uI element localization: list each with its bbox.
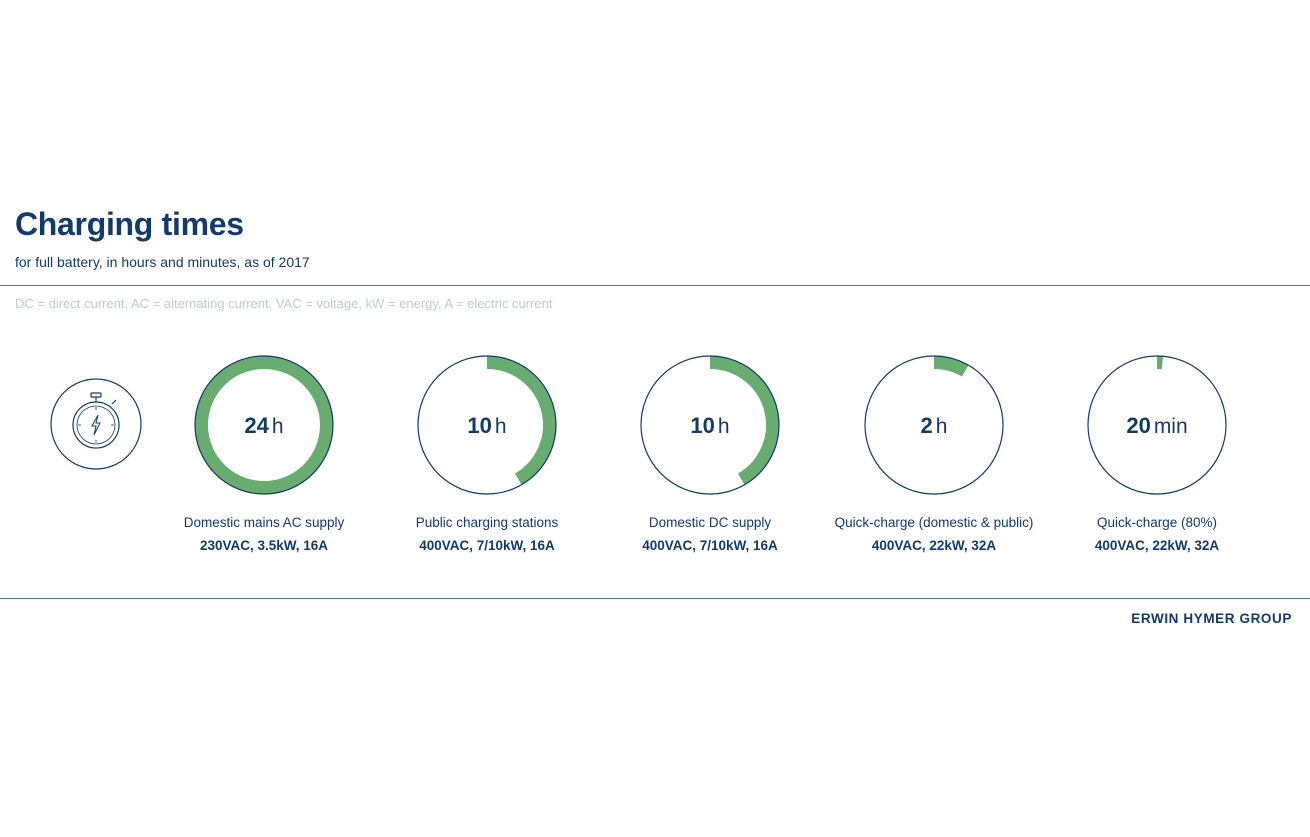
value-unit: h [718,415,730,438]
option-spec: 400VAC, 7/10kW, 16A [642,538,778,553]
charging-option-label: Public charging stations 400VAC, 7/10kW, … [357,514,617,555]
ring-arc [709,356,779,485]
ring-value-label: 24 h [244,413,283,438]
abbreviation-note: DC = direct current, AC = alternating cu… [15,296,553,311]
ring-value-label: 20 min [1126,413,1187,438]
value-number: 10 [467,413,491,438]
ring-value-label: 10 h [467,413,506,438]
charging-option-label: Quick-charge (80%) 400VAC, 22kW, 32A [1027,514,1287,555]
charging-option-label: Domestic DC supply 400VAC, 7/10kW, 16A [580,514,840,555]
option-name: Quick-charge (80%) [1096,515,1218,530]
ring-outline [1087,355,1227,495]
page-subtitle: for full battery, in hours and minutes, … [15,254,310,270]
bottom-divider [0,598,1310,599]
ring-arc [486,356,556,485]
ring-2: 10 h [417,355,557,495]
option-name: Domestic DC supply [648,515,772,530]
option-name: Domestic mains AC supply [183,515,345,530]
ring-arc [195,356,333,494]
ring-3: 10 h [640,355,780,495]
option-spec: 400VAC, 22kW, 32A [1094,538,1220,553]
option-spec: 400VAC, 7/10kW, 16A [419,538,555,553]
value-number: 10 [690,413,714,438]
page-title: Charging times [15,206,244,242]
value-unit: h [936,415,948,438]
value-unit: h [272,415,284,438]
ring-value-label: 10 h [690,413,729,438]
option-name: Quick-charge (domestic & public) [834,515,1034,530]
ring-outline [640,355,780,495]
value-unit: h [495,415,507,438]
charging-option-label: Domestic mains AC supply 230VAC, 3.5kW, 1… [134,514,394,555]
value-number: 20 [1126,413,1150,438]
value-unit: min [1154,415,1188,438]
brand-logo-text: ERWIN HYMER GROUP [1131,611,1292,626]
charging-option-label: Quick-charge (domestic & public) 400VAC, … [804,514,1064,555]
ring-outline [194,355,334,495]
ring-outline [864,355,1004,495]
ring-arc [933,356,969,377]
option-spec: 400VAC, 22kW, 32A [871,538,997,553]
ring-1: 24 h [194,355,334,495]
ring-5: 20 min [1087,355,1227,495]
option-spec: 230VAC, 3.5kW, 16A [199,538,329,553]
value-number: 2 [921,413,933,438]
option-name: Public charging stations [415,515,559,530]
top-divider [0,285,1310,286]
ring-outline [417,355,557,495]
value-number: 24 [244,413,269,438]
stopwatch-icon [50,378,142,470]
